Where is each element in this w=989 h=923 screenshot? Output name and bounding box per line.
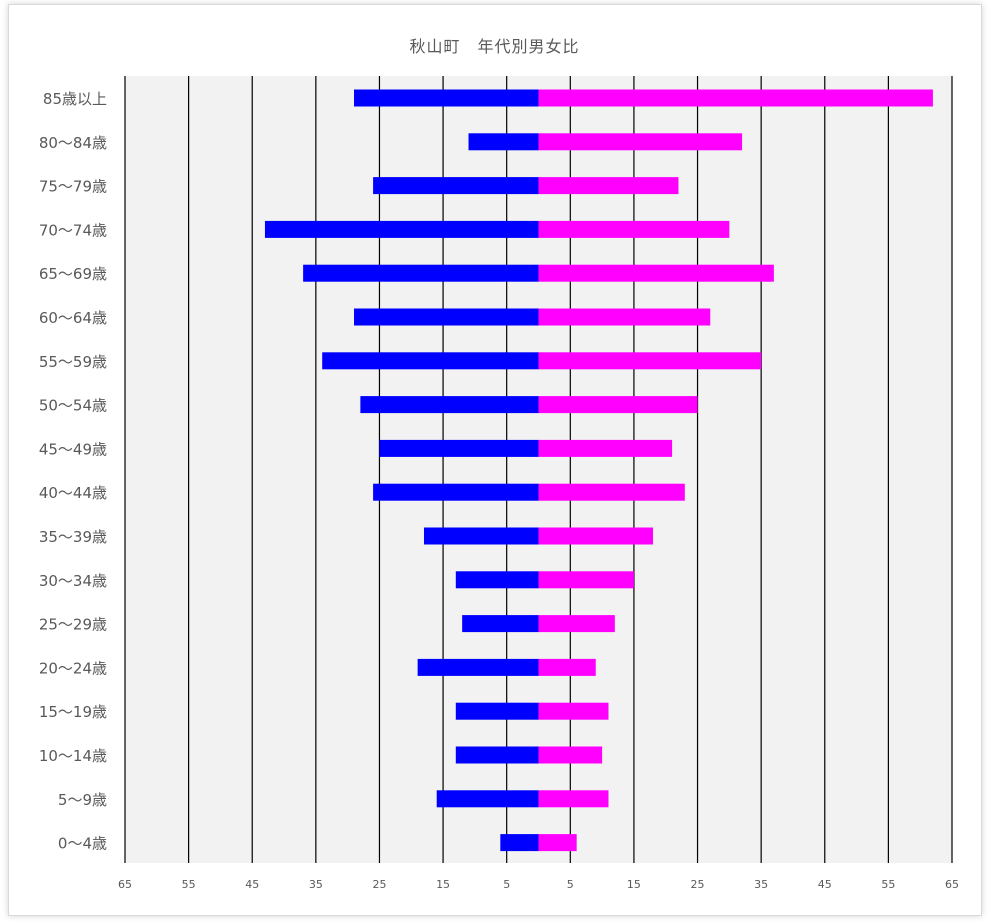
bars (264, 89, 933, 852)
y-category-label: 0〜4歳 (58, 835, 107, 853)
x-tick-label: 65 (945, 878, 959, 891)
bar-right (538, 834, 577, 852)
x-tick-label: 5 (567, 878, 574, 891)
y-category-label: 75〜79歳 (39, 178, 107, 196)
bar-right (538, 308, 711, 326)
bar-right (538, 133, 743, 151)
y-category-label: 20〜24歳 (39, 659, 107, 677)
bar-right (538, 571, 634, 589)
bar-right (538, 527, 654, 545)
bar-left (360, 396, 539, 414)
bar-right (538, 396, 698, 414)
bar-left (373, 483, 539, 501)
bar-right (538, 702, 609, 720)
y-axis-labels: 85歳以上 80〜84歳 75〜79歳 70〜74歳 65〜69歳 60〜64歳 55〜59… (39, 90, 107, 853)
x-tick-label: 15 (627, 878, 641, 891)
bar-right (538, 89, 933, 107)
y-category-label: 60〜64歳 (39, 309, 107, 327)
bar-left (322, 352, 539, 370)
y-category-label: 35〜39歳 (39, 528, 107, 546)
x-tick-label: 45 (818, 878, 832, 891)
bar-right (538, 177, 679, 195)
bar-left (417, 658, 539, 676)
bar-left (455, 571, 539, 589)
y-category-label: 15〜19歳 (39, 703, 107, 721)
y-category-label: 5〜9歳 (58, 791, 107, 809)
bar-left (303, 264, 539, 282)
plot-area (125, 76, 952, 863)
y-category-label: 45〜49歳 (39, 440, 107, 458)
y-category-label: 50〜54歳 (39, 397, 107, 415)
bar-right (538, 746, 603, 764)
bar-right (538, 352, 762, 370)
x-tick-label: 55 (881, 878, 895, 891)
bar-right (538, 220, 730, 238)
x-tick-label: 5 (503, 878, 510, 891)
x-tick-label: 35 (754, 878, 768, 891)
bar-right (538, 483, 685, 501)
y-category-label: 70〜74歳 (39, 221, 107, 239)
x-tick-label: 35 (309, 878, 323, 891)
bar-left (455, 702, 539, 720)
bar-left (373, 177, 539, 195)
bar-right (538, 264, 774, 282)
y-category-label: 85歳以上 (43, 90, 107, 108)
y-category-label: 40〜44歳 (39, 484, 107, 502)
bar-left (462, 615, 539, 633)
bar-left (423, 527, 539, 545)
bar-left (379, 439, 539, 457)
x-tick-label: 65 (118, 878, 132, 891)
x-tick-label: 15 (436, 878, 450, 891)
bar-right (538, 439, 673, 457)
x-tick-label: 45 (245, 878, 259, 891)
bar-left (354, 89, 539, 107)
y-category-label: 80〜84歳 (39, 134, 107, 152)
chart-title: 秋山町 年代別男女比 (409, 37, 580, 56)
x-tick-label: 55 (182, 878, 196, 891)
gridlines (124, 76, 953, 863)
x-tick-label: 25 (691, 878, 705, 891)
y-category-label: 65〜69歳 (39, 265, 107, 283)
bar-right (538, 658, 596, 676)
bar-left (468, 133, 539, 151)
y-category-label: 10〜14歳 (39, 747, 107, 765)
bar-left (264, 220, 539, 238)
bar-left (500, 834, 539, 852)
bar-right (538, 790, 609, 808)
bar-right (538, 615, 615, 633)
bar-left (455, 746, 539, 764)
x-axis-labels: 65 55 45 35 25 15 5 5 15 25 35 45 55 65 (118, 878, 959, 891)
bar-left (436, 790, 539, 808)
x-tick-label: 25 (372, 878, 386, 891)
y-category-label: 25〜29歳 (39, 616, 107, 634)
y-category-label: 55〜59歳 (39, 353, 107, 371)
bar-left (354, 308, 539, 326)
y-category-label: 30〜34歳 (39, 572, 107, 590)
